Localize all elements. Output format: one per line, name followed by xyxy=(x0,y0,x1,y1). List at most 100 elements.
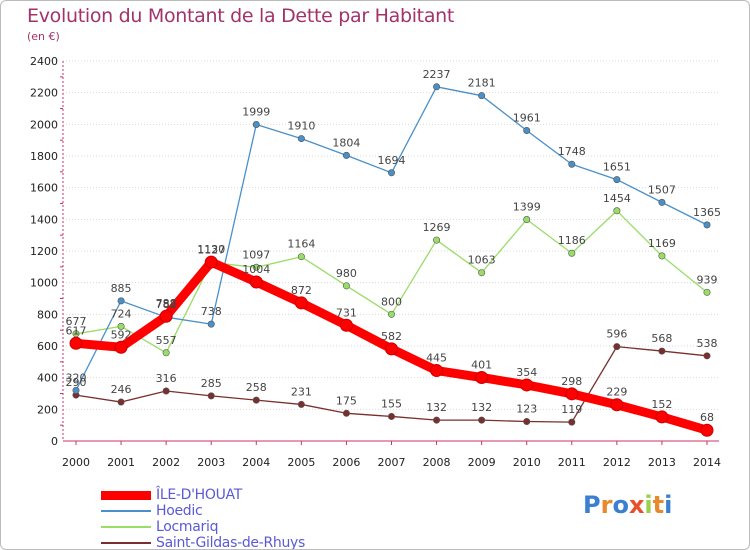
data-label: 800 xyxy=(381,295,402,308)
data-point xyxy=(703,221,711,229)
y-tick-label: 2400 xyxy=(30,55,58,68)
data-label: 298 xyxy=(561,375,582,388)
data-point xyxy=(478,416,486,424)
y-tick-label: 2200 xyxy=(30,87,58,100)
data-label: 568 xyxy=(651,332,672,345)
logo-letter: i xyxy=(664,491,673,519)
y-tick-label: 600 xyxy=(37,340,58,353)
data-point xyxy=(385,342,398,356)
data-label: 738 xyxy=(201,305,222,318)
data-point xyxy=(342,282,350,290)
x-tick-label: 2005 xyxy=(287,456,315,469)
data-point xyxy=(297,400,305,408)
data-label: 1804 xyxy=(332,136,360,149)
data-point xyxy=(207,320,215,328)
legend-label: Locmariq xyxy=(156,519,219,535)
data-label: 246 xyxy=(111,383,132,396)
data-point xyxy=(703,288,711,296)
data-label: 677 xyxy=(66,315,87,328)
data-point xyxy=(339,318,353,332)
x-tick-label: 2003 xyxy=(197,456,225,469)
y-tick-label: 1200 xyxy=(30,245,58,258)
data-point xyxy=(387,310,395,318)
data-label: 592 xyxy=(111,328,132,341)
data-label: 155 xyxy=(381,397,402,410)
data-point xyxy=(387,412,395,420)
data-label: 1999 xyxy=(242,105,270,118)
data-point xyxy=(475,371,489,385)
data-point xyxy=(162,387,170,395)
x-tick-label: 2013 xyxy=(648,456,676,469)
data-label: 1164 xyxy=(287,238,315,251)
data-point xyxy=(613,176,621,184)
legend-label: ÎLE-D'HOUAT xyxy=(156,487,242,503)
x-tick-label: 2012 xyxy=(603,456,631,469)
data-point xyxy=(294,296,308,310)
data-label: 1651 xyxy=(603,161,631,174)
x-tick-label: 2014 xyxy=(693,456,721,469)
y-tick-label: 200 xyxy=(37,403,58,416)
x-tick-label: 2007 xyxy=(378,456,406,469)
data-point xyxy=(252,120,260,128)
data-label: 1097 xyxy=(242,248,270,261)
data-point xyxy=(523,215,531,223)
legend-swatch xyxy=(101,510,151,512)
data-label: 782 xyxy=(156,298,177,311)
data-label: 939 xyxy=(697,273,718,286)
logo-letter: x xyxy=(628,491,645,519)
y-tick-label: 800 xyxy=(37,308,58,321)
y-tick-label: 400 xyxy=(37,372,58,385)
logo-letter: t xyxy=(652,491,665,519)
data-label: 231 xyxy=(291,385,312,398)
data-label: 152 xyxy=(651,398,672,411)
data-label: 401 xyxy=(471,359,492,372)
data-point xyxy=(658,198,666,206)
data-point xyxy=(297,135,305,143)
logo-letter: r xyxy=(600,491,613,519)
data-point xyxy=(433,83,441,91)
y-tick-label: 1400 xyxy=(30,213,58,226)
data-label: 1063 xyxy=(468,254,496,267)
data-label: 1910 xyxy=(287,120,315,133)
data-label: 557 xyxy=(156,334,177,347)
data-label: 290 xyxy=(66,376,87,389)
data-label: 258 xyxy=(246,381,267,394)
data-label: 2181 xyxy=(468,77,496,90)
data-point xyxy=(523,127,531,135)
x-tick-label: 2000 xyxy=(62,456,90,469)
data-point xyxy=(568,160,576,168)
data-label: 1748 xyxy=(558,145,586,158)
data-label: 724 xyxy=(111,307,132,320)
data-label: 445 xyxy=(426,352,447,365)
proxiti-logo: Proxiti xyxy=(583,491,672,519)
data-label: 320 xyxy=(66,371,87,384)
data-point xyxy=(387,169,395,177)
data-point xyxy=(252,396,260,404)
data-point xyxy=(613,207,621,215)
data-point xyxy=(159,309,173,323)
data-label: 285 xyxy=(201,377,222,390)
data-point xyxy=(69,336,83,350)
legend-label: Saint-Gildas-de-Rhuys xyxy=(156,535,306,550)
legend-swatch xyxy=(101,542,151,544)
legend-label: Hoedic xyxy=(156,503,203,519)
x-tick-label: 2010 xyxy=(513,456,541,469)
x-tick-label: 2008 xyxy=(423,456,451,469)
data-point xyxy=(658,347,666,355)
data-label: 1507 xyxy=(648,183,676,196)
x-tick-label: 2002 xyxy=(152,456,180,469)
data-label: 1004 xyxy=(242,263,270,276)
data-point xyxy=(478,92,486,100)
data-point xyxy=(655,410,669,424)
data-point xyxy=(297,253,305,261)
data-point xyxy=(703,352,711,360)
data-label: 1961 xyxy=(513,112,541,125)
data-point xyxy=(430,364,444,378)
x-tick-label: 2011 xyxy=(558,456,586,469)
data-point xyxy=(478,269,486,277)
data-point xyxy=(249,275,263,289)
data-point xyxy=(204,255,218,269)
data-label: 1365 xyxy=(693,206,721,219)
